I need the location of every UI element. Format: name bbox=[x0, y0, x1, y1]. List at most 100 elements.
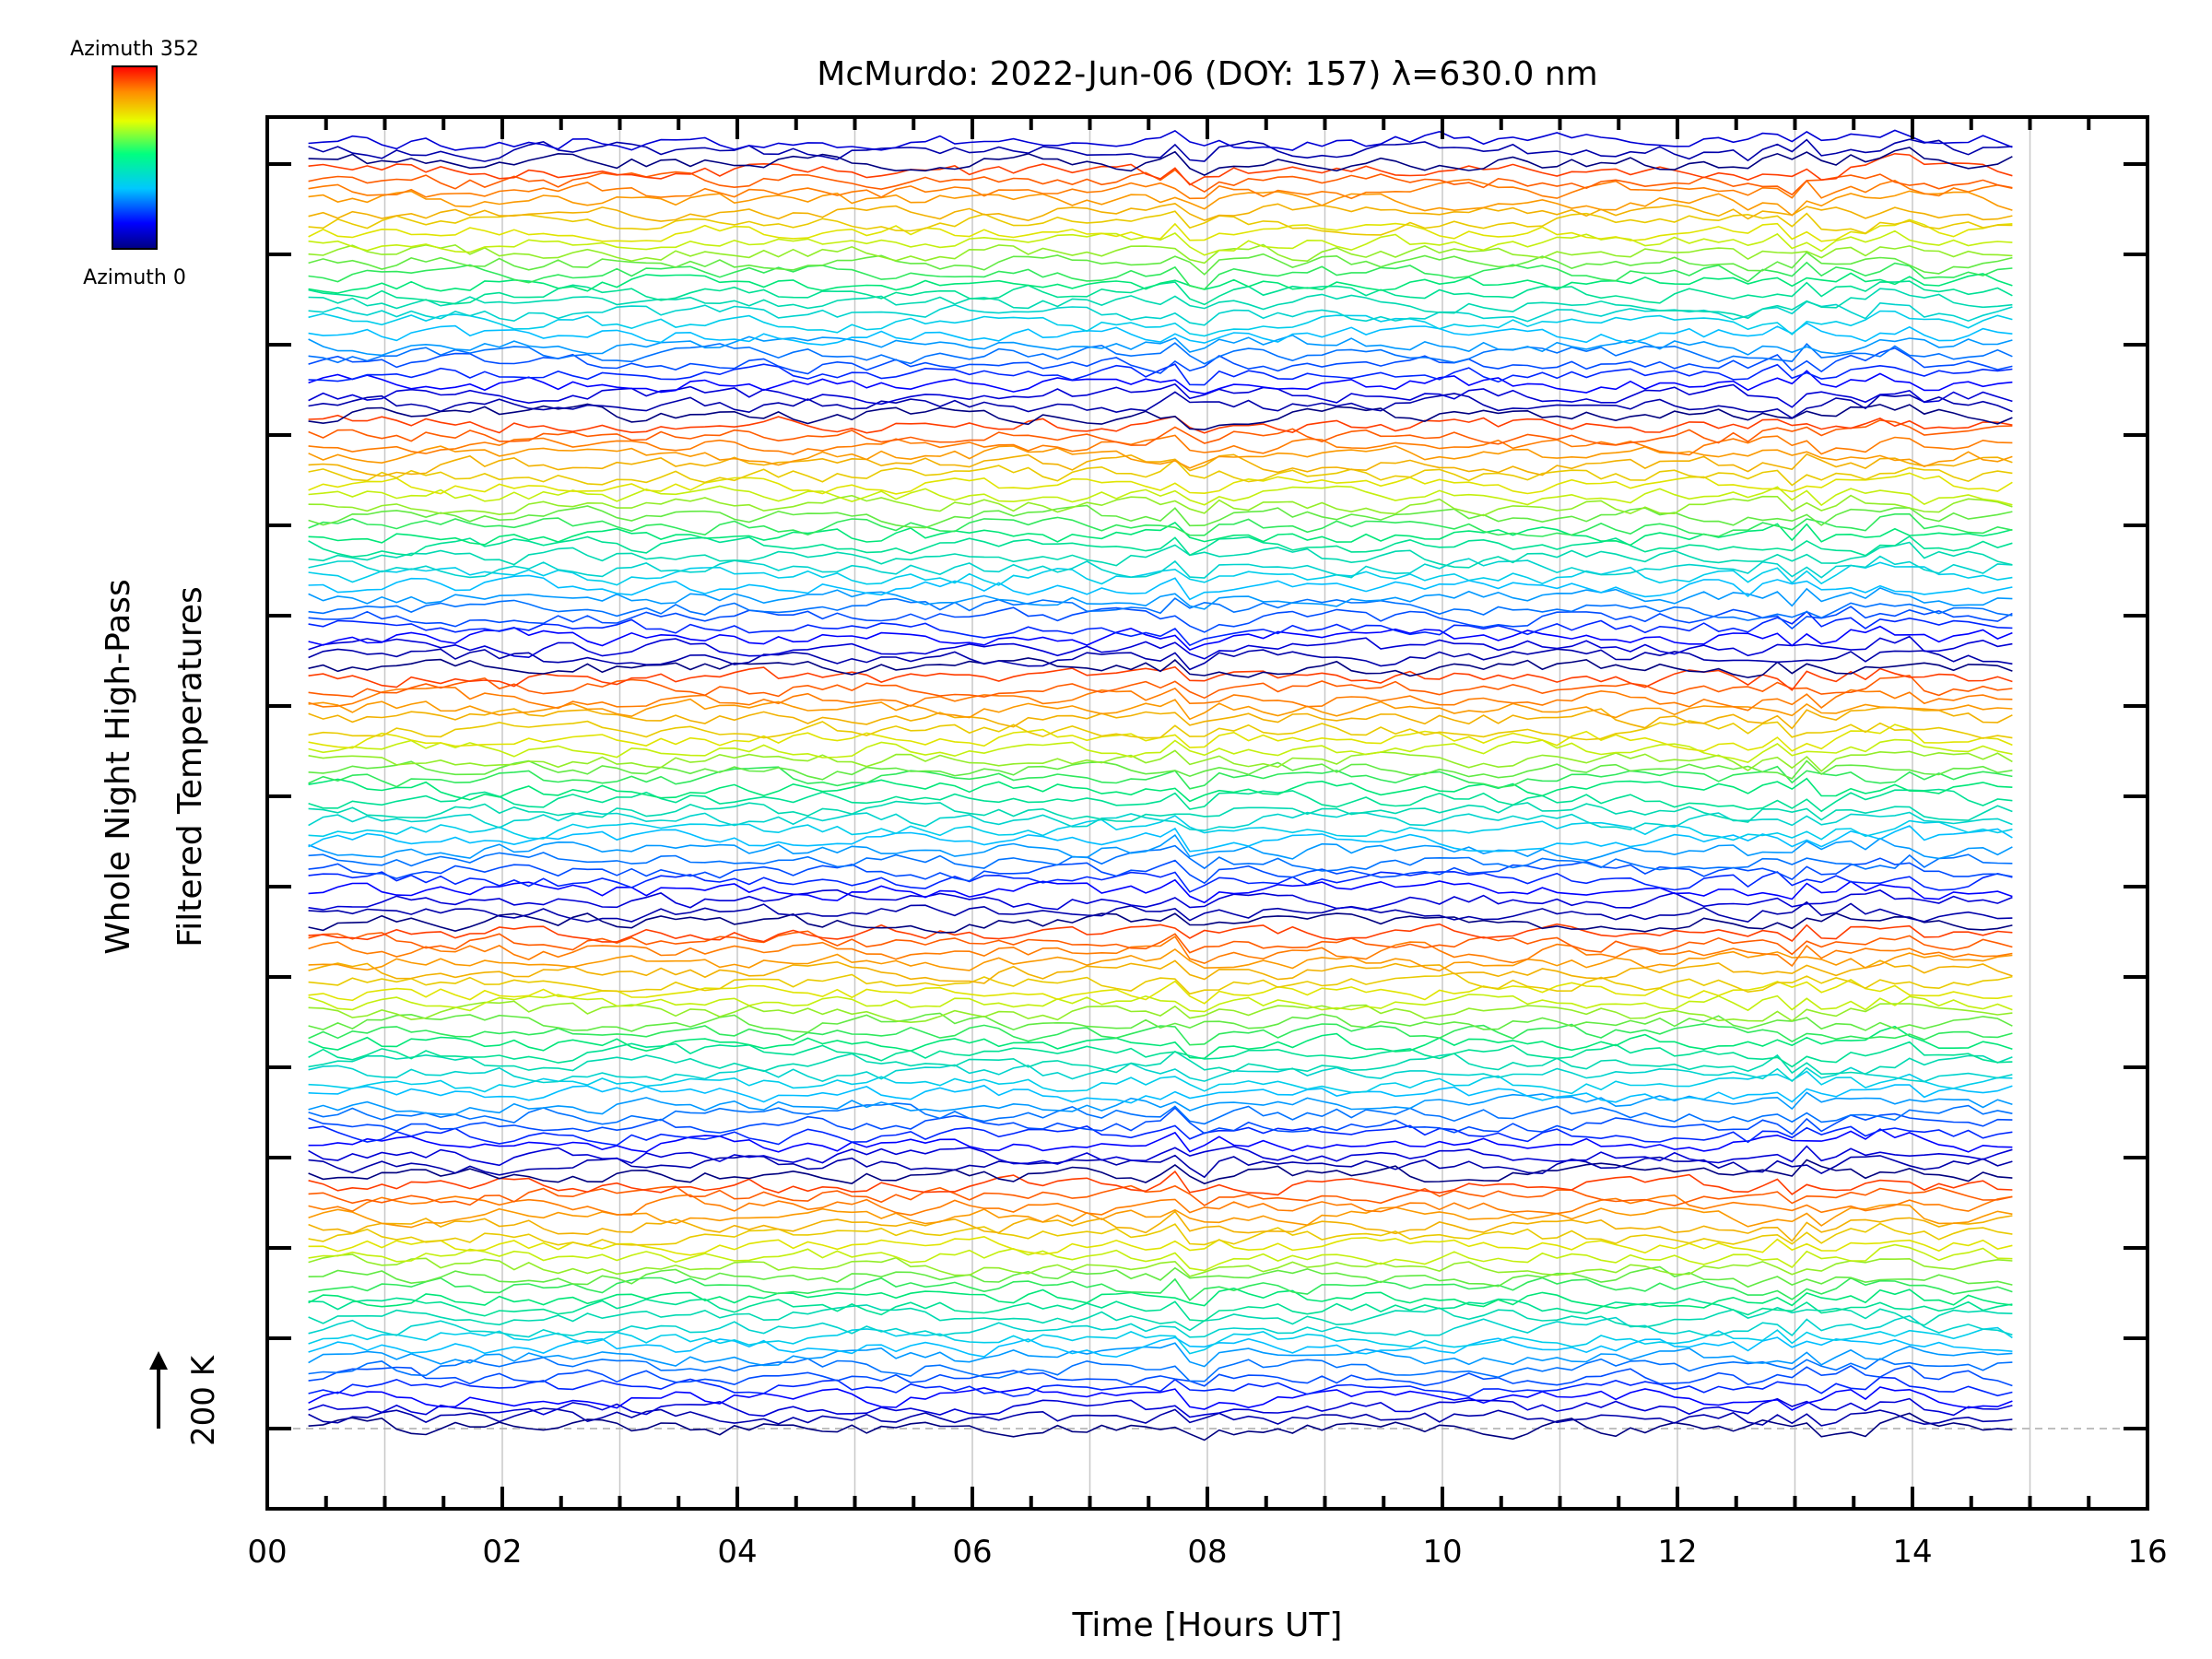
series-line bbox=[308, 1000, 2013, 1024]
series-line bbox=[308, 1128, 2013, 1153]
series-line bbox=[308, 1336, 2013, 1359]
series-line bbox=[308, 815, 2013, 841]
series-line bbox=[308, 844, 2013, 872]
series-line bbox=[308, 535, 2013, 559]
series-line bbox=[308, 1386, 2013, 1411]
series-line bbox=[308, 765, 2013, 790]
series-line bbox=[308, 1265, 2013, 1288]
x-tick-labels: 00 02 04 06 08 10 12 14 16 bbox=[247, 1534, 2167, 1571]
series-line bbox=[308, 310, 2013, 337]
series-line bbox=[308, 504, 2013, 529]
series-line bbox=[308, 1407, 2013, 1427]
series-line bbox=[308, 586, 2013, 610]
series-line bbox=[308, 648, 2013, 671]
series-line bbox=[308, 391, 2013, 419]
series-line bbox=[308, 912, 2013, 934]
series-line bbox=[308, 1412, 2013, 1441]
series-line bbox=[308, 138, 2013, 162]
colorbar bbox=[112, 65, 158, 250]
series-line bbox=[308, 1184, 2013, 1207]
x-tick-label: 00 bbox=[247, 1534, 287, 1571]
series-line bbox=[308, 1145, 2013, 1167]
series-line bbox=[308, 322, 2013, 347]
x-tick-label: 04 bbox=[717, 1534, 757, 1571]
series-line bbox=[308, 203, 2013, 222]
series-line bbox=[308, 485, 2013, 507]
series-line bbox=[308, 147, 2013, 176]
series-line bbox=[308, 857, 2013, 885]
x-tick-label: 12 bbox=[1657, 1534, 1697, 1571]
series-line bbox=[308, 1194, 2013, 1217]
series-line bbox=[308, 1342, 2013, 1368]
series-line bbox=[308, 342, 2013, 365]
series-line bbox=[308, 900, 2013, 924]
series-line bbox=[308, 272, 2013, 294]
series-line bbox=[308, 597, 2013, 621]
series-line bbox=[308, 1287, 2013, 1310]
series-line bbox=[308, 288, 2013, 320]
series-line bbox=[308, 1222, 2013, 1247]
series-line bbox=[308, 1170, 2013, 1196]
series-line bbox=[308, 1102, 2013, 1125]
series-line bbox=[308, 541, 2013, 569]
series-line bbox=[308, 561, 2013, 586]
series-line bbox=[308, 1070, 2013, 1095]
series-line bbox=[308, 888, 2013, 912]
series-line bbox=[308, 210, 2013, 236]
series-line bbox=[308, 152, 2013, 186]
chart-title: McMurdo: 2022-Jun-06 (DOY: 157) λ=630.0 … bbox=[817, 55, 1597, 93]
scale-bar-label: 200 K bbox=[185, 1354, 222, 1446]
x-tick-label: 02 bbox=[482, 1534, 522, 1571]
series-line bbox=[308, 1397, 2013, 1418]
series-line bbox=[308, 169, 2013, 196]
y-axis-label-line1: Whole Night High-Pass bbox=[100, 579, 137, 955]
series-line bbox=[308, 280, 2013, 306]
x-tick-label: 10 bbox=[1422, 1534, 1462, 1571]
series-line bbox=[308, 1084, 2013, 1104]
series-line bbox=[308, 1210, 2013, 1242]
series-line bbox=[308, 494, 2013, 517]
series-line bbox=[308, 930, 2013, 956]
x-tick-label: 08 bbox=[1187, 1534, 1227, 1571]
series-line bbox=[308, 935, 2013, 968]
series-line bbox=[308, 555, 2013, 579]
series-group bbox=[308, 129, 2013, 1441]
series-line bbox=[308, 1243, 2013, 1272]
y-axis-label-line2: Filtered Temperatures bbox=[171, 586, 209, 947]
series-line bbox=[308, 419, 2013, 446]
series-line bbox=[308, 261, 2013, 290]
series-line bbox=[308, 994, 2013, 1013]
series-line bbox=[308, 1107, 2013, 1135]
series-line bbox=[308, 1124, 2013, 1147]
series-line bbox=[308, 635, 2013, 660]
series-line bbox=[308, 129, 2013, 151]
series-line bbox=[308, 788, 2013, 813]
series-line bbox=[308, 251, 2013, 276]
series-line bbox=[308, 777, 2013, 803]
series-line bbox=[308, 1376, 2013, 1398]
series-line bbox=[308, 686, 2013, 712]
x-axis-label: Time [Hours UT] bbox=[1072, 1606, 1343, 1644]
colorbar-bottom-label: Azimuth 0 bbox=[83, 266, 186, 289]
series-line bbox=[308, 1297, 2013, 1323]
series-line bbox=[308, 978, 2013, 1005]
x-tick-label: 16 bbox=[2127, 1534, 2167, 1571]
series-line bbox=[308, 870, 2013, 893]
ticks bbox=[265, 117, 2149, 1509]
series-line bbox=[308, 363, 2013, 386]
series-line bbox=[308, 1356, 2013, 1382]
series-line bbox=[308, 1314, 2013, 1338]
series-line bbox=[308, 923, 2013, 943]
series-line bbox=[308, 1091, 2013, 1115]
series-line bbox=[308, 657, 2013, 678]
series-line bbox=[308, 833, 2013, 862]
series-line bbox=[308, 1364, 2013, 1387]
series-line bbox=[308, 1023, 2013, 1046]
series-line bbox=[308, 1012, 2013, 1033]
series-line bbox=[308, 382, 2013, 408]
series-line bbox=[308, 472, 2013, 495]
series-line bbox=[308, 610, 2013, 647]
series-line bbox=[308, 825, 2013, 853]
series-line bbox=[308, 445, 2013, 469]
